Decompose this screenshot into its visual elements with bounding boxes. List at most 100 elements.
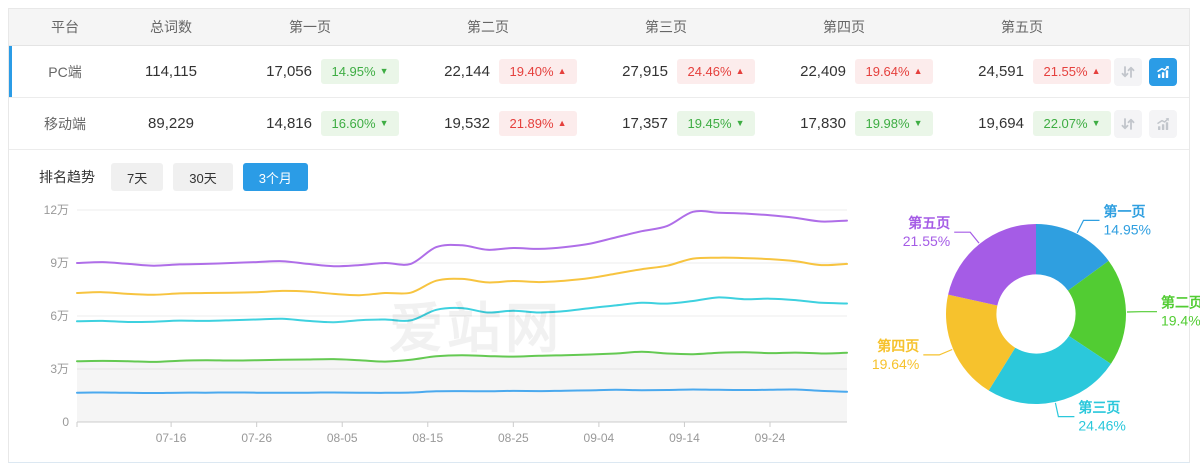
page-count: 14,816 [266, 115, 312, 132]
page-count: 19,532 [444, 115, 490, 132]
donut-svg: 第一页 14.95% 第二页 19.4% 第三页 24.46% 第四页 19.64% 第五页 21… [872, 203, 1200, 433]
change-percent: 19.64% [865, 64, 910, 79]
page-count: 17,830 [800, 115, 846, 132]
page-4-cell: 17,830 19.98% ▼ [755, 111, 933, 136]
tab-30-days[interactable]: 30天 [173, 163, 233, 191]
donut-label-name: 第二页 [1161, 295, 1200, 311]
line-series-2 [76, 296, 848, 324]
platform-cell: 移动端 [44, 115, 86, 132]
platform-cell: PC端 [48, 63, 82, 80]
page-count: 24,591 [978, 63, 1024, 80]
sort-arrows-icon [1121, 117, 1135, 130]
page-count: 27,915 [622, 63, 668, 80]
donut-label-percent: 21.55% [903, 233, 950, 249]
y-axis-label: 6万 [50, 309, 69, 323]
change-badge: 14.95% ▼ [321, 59, 399, 84]
header-page-1: 第一页 [289, 19, 331, 35]
page-distribution-donut-chart: 第一页 14.95% 第二页 19.4% 第三页 24.46% 第四页 19.64% 第五页 21… [861, 196, 1200, 458]
change-percent: 24.46% [687, 64, 732, 79]
page-5-cell: 24,591 21.55% ▲ [933, 59, 1111, 84]
up-triangle-icon: ▲ [557, 66, 567, 76]
x-axis-label: 07-26 [241, 431, 272, 445]
keyword-rank-panel: 平台 总词数 第一页 第二页 第三页 第四页 第五页 PC端 114,115 17,… [8, 8, 1200, 463]
page-5-cell: 19,694 22.07% ▼ [933, 111, 1111, 136]
page-count: 19,694 [978, 115, 1024, 132]
x-axis-label: 08-15 [412, 431, 443, 445]
header-page-4: 第四页 [823, 19, 865, 35]
header-page-5: 第五页 [1001, 19, 1043, 35]
page-count: 17,056 [266, 63, 312, 80]
line-series-4 [76, 209, 848, 268]
trend-chart-button[interactable] [1149, 57, 1177, 86]
change-percent: 22.07% [1043, 116, 1088, 131]
change-percent: 14.95% [331, 64, 376, 79]
label-leader-line [1054, 402, 1075, 418]
header-platform: 平台 [51, 19, 79, 35]
change-badge: 24.46% ▲ [677, 59, 755, 84]
change-percent: 21.89% [509, 116, 554, 131]
donut-slice-1 [1036, 224, 1109, 291]
donut-label-percent: 19.4% [1161, 313, 1200, 329]
row-actions [1111, 57, 1189, 86]
trend-chart-button[interactable] [1149, 109, 1177, 138]
down-triangle-icon: ▼ [735, 118, 745, 128]
donut-label-percent: 19.64% [872, 356, 919, 372]
page-2-cell: 19,532 21.89% ▲ [399, 111, 577, 136]
page-count: 17,357 [622, 115, 668, 132]
down-triangle-icon: ▼ [1091, 118, 1101, 128]
trend-toolbar: 排名趋势 7天 30天 3个月 [9, 150, 1189, 196]
table-row-mobile[interactable]: 移动端 89,229 14,816 16.60% ▼ 19,532 21.89% ▲ 17,35… [9, 98, 1189, 150]
table-row-pc[interactable]: PC端 114,115 17,056 14.95% ▼ 22,144 19.40% ▲ 27,9… [9, 46, 1189, 98]
y-axis-label: 0 [62, 415, 69, 429]
page-4-cell: 22,409 19.64% ▲ [755, 59, 933, 84]
area-fill-series-1 [77, 351, 847, 422]
donut-slice-5 [948, 224, 1036, 306]
header-total-words: 总词数 [150, 19, 192, 35]
change-badge: 19.64% ▲ [855, 59, 933, 84]
up-triangle-icon: ▲ [1091, 66, 1101, 76]
page-1-cell: 17,056 14.95% ▼ [221, 59, 399, 84]
row-actions [1111, 109, 1189, 138]
x-axis-label: 09-24 [755, 431, 786, 445]
trend-chart-icon [1157, 117, 1169, 130]
page-count: 22,144 [444, 63, 490, 80]
change-percent: 21.55% [1043, 64, 1088, 79]
change-badge: 19.40% ▲ [499, 59, 577, 84]
change-percent: 16.60% [331, 116, 376, 131]
change-percent: 19.45% [687, 116, 732, 131]
tab-7-days[interactable]: 7天 [111, 163, 164, 191]
up-triangle-icon: ▲ [735, 66, 745, 76]
change-badge: 21.89% ▲ [499, 111, 577, 136]
header-page-3: 第三页 [645, 19, 687, 35]
line-series-3 [76, 256, 848, 297]
donut-label-name: 第一页 [1104, 203, 1146, 219]
donut-label-name: 第三页 [1078, 400, 1120, 416]
tab-3-months[interactable]: 3个月 [242, 163, 308, 191]
line-series-1 [76, 350, 848, 363]
down-triangle-icon: ▼ [379, 118, 389, 128]
line-series-0 [76, 388, 848, 395]
page-3-cell: 17,357 19.45% ▼ [577, 111, 755, 136]
up-triangle-icon: ▲ [913, 66, 923, 76]
trend-title: 排名趋势 [39, 169, 95, 185]
change-badge: 16.60% ▼ [321, 111, 399, 136]
label-leader-line [1076, 219, 1100, 234]
page-2-cell: 22,144 19.40% ▲ [399, 59, 577, 84]
page-1-cell: 14,816 16.60% ▼ [221, 111, 399, 136]
sort-button[interactable] [1114, 57, 1142, 86]
change-badge: 22.07% ▼ [1033, 111, 1111, 136]
change-badge: 21.55% ▲ [1033, 59, 1111, 84]
sort-button[interactable] [1114, 109, 1142, 138]
donut-slice-4 [946, 294, 1016, 391]
page-3-cell: 27,915 24.46% ▲ [577, 59, 755, 84]
donut-label-name: 第五页 [908, 215, 950, 231]
y-axis-label: 9万 [50, 256, 69, 270]
charts-area: 0 3万 6万 9万 12万 07-16 07-26 08-05 08-15 08-25 09-04… [9, 196, 1200, 458]
change-percent: 19.40% [509, 64, 554, 79]
table-body: PC端 114,115 17,056 14.95% ▼ 22,144 19.40% ▲ 27,9… [9, 46, 1189, 150]
x-axis-label: 08-05 [327, 431, 358, 445]
x-axis-label: 08-25 [498, 431, 529, 445]
y-axis-label: 3万 [50, 362, 69, 376]
x-axis-label: 09-14 [669, 431, 700, 445]
down-triangle-icon: ▼ [913, 118, 923, 128]
